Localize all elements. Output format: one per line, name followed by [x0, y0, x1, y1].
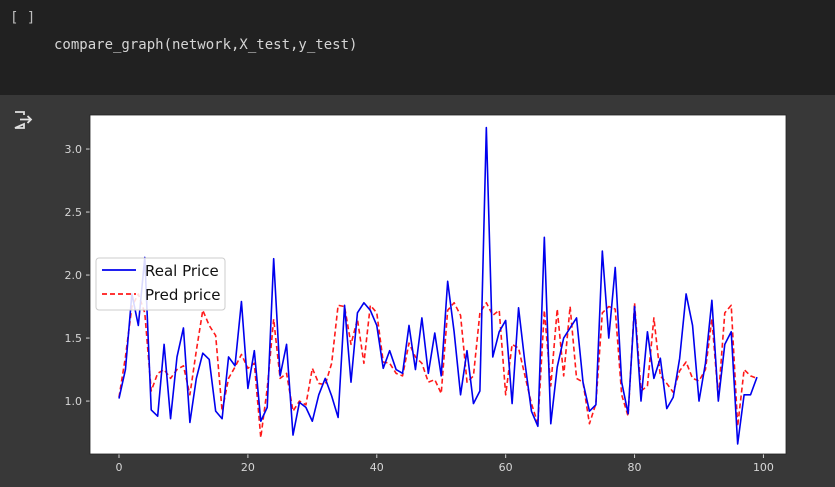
- series-layer: [118, 126, 758, 445]
- x-tick-label: 40: [370, 461, 384, 474]
- x-tick-label: 80: [628, 461, 642, 474]
- y-tick-label: 2.5: [65, 206, 83, 219]
- y-tick-label: 2.0: [65, 269, 83, 282]
- y-tick-label: 1.5: [65, 332, 83, 345]
- x-axis: 0 20 40 60 80 100: [116, 454, 774, 474]
- y-tick-label: 3.0: [65, 143, 83, 156]
- y-axis: 1.0 1.5 2.0 2.5 3.0: [65, 143, 90, 408]
- legend: Real Price Pred price: [95, 257, 226, 311]
- output-redirect-icon[interactable]: [12, 109, 34, 131]
- x-tick-label: 60: [499, 461, 513, 474]
- cell-run-prompt[interactable]: [ ]: [10, 10, 36, 26]
- code-cell[interactable]: [ ] compare_graph(network,X_test,y_test): [0, 0, 835, 95]
- plot-frame: [89, 114, 787, 455]
- x-tick-label: 100: [753, 461, 774, 474]
- x-tick-label: 20: [241, 461, 255, 474]
- y-tick-label: 1.0: [65, 395, 83, 408]
- real-price-line: [118, 126, 758, 445]
- x-tick-label: 0: [116, 461, 123, 474]
- legend-real-price-label: Real Price: [145, 262, 219, 280]
- legend-box: [95, 257, 226, 311]
- legend-pred-price-label: Pred price: [145, 286, 220, 304]
- code-editor-line[interactable]: compare_graph(network,X_test,y_test): [54, 37, 358, 53]
